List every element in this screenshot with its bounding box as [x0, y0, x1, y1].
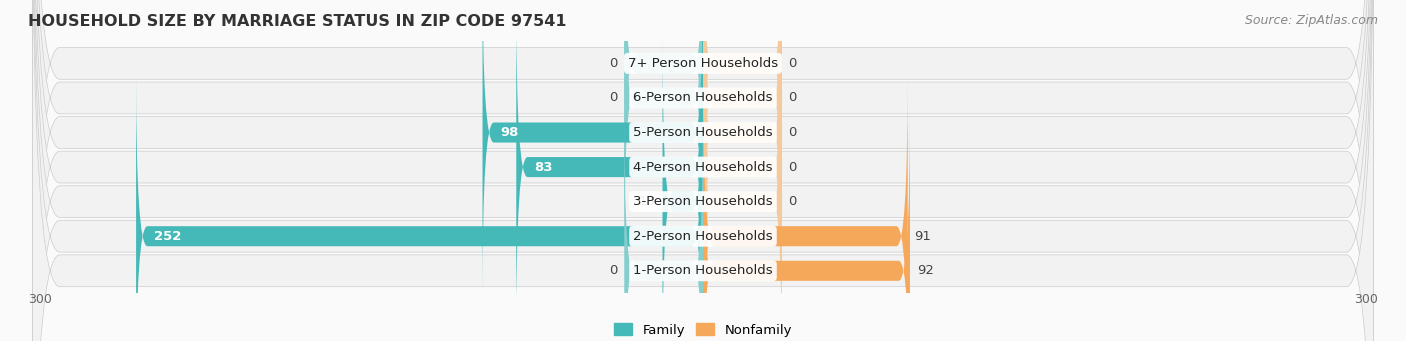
- FancyBboxPatch shape: [703, 0, 782, 261]
- Text: 98: 98: [501, 126, 519, 139]
- Text: 5-Person Households: 5-Person Households: [633, 126, 773, 139]
- Text: 91: 91: [914, 230, 931, 243]
- FancyBboxPatch shape: [703, 0, 782, 226]
- Text: 0: 0: [789, 195, 797, 208]
- Text: 0: 0: [609, 91, 617, 104]
- Text: HOUSEHOLD SIZE BY MARRIAGE STATUS IN ZIP CODE 97541: HOUSEHOLD SIZE BY MARRIAGE STATUS IN ZIP…: [28, 14, 567, 29]
- Text: 2-Person Households: 2-Person Households: [633, 230, 773, 243]
- FancyBboxPatch shape: [703, 0, 782, 295]
- FancyBboxPatch shape: [32, 0, 1374, 341]
- FancyBboxPatch shape: [516, 4, 703, 330]
- Text: 3-Person Households: 3-Person Households: [633, 195, 773, 208]
- Text: 0: 0: [789, 57, 797, 70]
- Text: 0: 0: [609, 264, 617, 277]
- FancyBboxPatch shape: [32, 0, 1374, 341]
- FancyBboxPatch shape: [703, 39, 782, 341]
- Text: 300: 300: [28, 293, 52, 306]
- FancyBboxPatch shape: [32, 0, 1374, 341]
- Text: 7+ Person Households: 7+ Person Households: [628, 57, 778, 70]
- FancyBboxPatch shape: [482, 0, 703, 295]
- FancyBboxPatch shape: [136, 73, 703, 341]
- FancyBboxPatch shape: [32, 0, 1374, 341]
- Text: 83: 83: [534, 161, 553, 174]
- FancyBboxPatch shape: [703, 4, 782, 330]
- Text: 300: 300: [1354, 293, 1378, 306]
- Text: 92: 92: [917, 264, 934, 277]
- FancyBboxPatch shape: [624, 0, 703, 261]
- FancyBboxPatch shape: [32, 0, 1374, 341]
- FancyBboxPatch shape: [662, 39, 703, 341]
- Text: Source: ZipAtlas.com: Source: ZipAtlas.com: [1244, 14, 1378, 27]
- Text: 6-Person Households: 6-Person Households: [633, 91, 773, 104]
- FancyBboxPatch shape: [624, 108, 703, 341]
- FancyBboxPatch shape: [624, 0, 703, 226]
- Text: 0: 0: [789, 126, 797, 139]
- Text: 252: 252: [155, 230, 181, 243]
- FancyBboxPatch shape: [32, 0, 1374, 341]
- FancyBboxPatch shape: [703, 73, 908, 341]
- Text: 1-Person Households: 1-Person Households: [633, 264, 773, 277]
- Text: 18: 18: [638, 195, 655, 208]
- Text: 0: 0: [609, 57, 617, 70]
- Text: 0: 0: [789, 91, 797, 104]
- FancyBboxPatch shape: [703, 108, 910, 341]
- Text: 4-Person Households: 4-Person Households: [633, 161, 773, 174]
- Legend: Family, Nonfamily: Family, Nonfamily: [609, 318, 797, 341]
- Text: 0: 0: [789, 161, 797, 174]
- FancyBboxPatch shape: [32, 0, 1374, 341]
